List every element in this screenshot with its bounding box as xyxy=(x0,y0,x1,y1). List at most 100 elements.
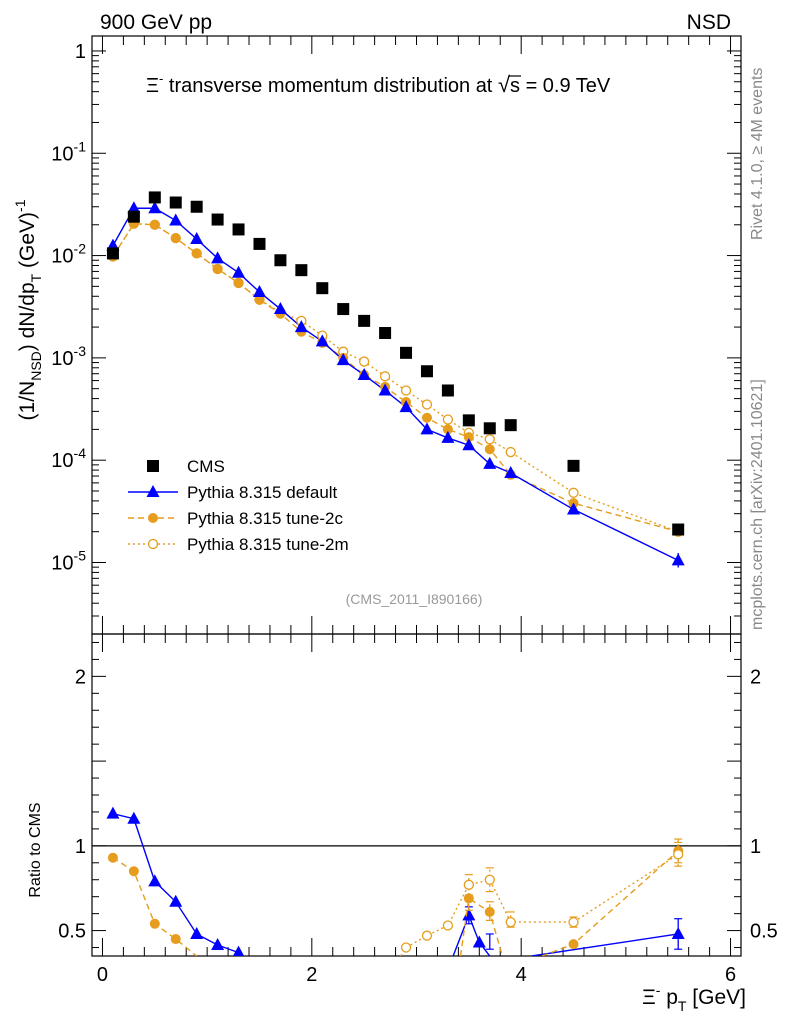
data-point-tune2m xyxy=(421,399,433,410)
plot-title: Ξ- transverse momentum distribution at √… xyxy=(146,71,611,97)
data-point-default xyxy=(483,456,497,469)
y-label-part: -1 xyxy=(12,199,28,212)
ratio-line-default xyxy=(531,933,679,956)
ratio-point-tune2c xyxy=(463,893,474,904)
ratio-point-tune2c xyxy=(568,939,579,950)
data-point-tune2m xyxy=(568,487,579,498)
y-tick-label: 10-3 xyxy=(51,343,86,370)
data-point-cms xyxy=(379,327,392,340)
ratio-y-tick-label-right: 0.5 xyxy=(750,921,778,943)
analysis-id: (CMS_2011_I890166) xyxy=(346,591,483,607)
data-point-cms xyxy=(420,365,433,378)
ratio-point-tune2m xyxy=(484,874,495,885)
y-label-part: ) dN/dp xyxy=(16,282,39,351)
y-tick-mantissa: 10 xyxy=(51,348,73,370)
y-tick-exponent: -2 xyxy=(74,241,87,257)
y-label-part: (GeV) xyxy=(16,212,39,274)
data-point-cms xyxy=(169,196,182,209)
y-tick-exponent: -3 xyxy=(74,343,87,359)
y-tick-mantissa: 10 xyxy=(51,143,73,165)
data-point-default xyxy=(148,201,162,214)
ratio-point-tune2m xyxy=(568,916,579,928)
ratio-point-tune2m xyxy=(421,930,433,941)
data-point-cms xyxy=(127,210,140,223)
y-tick-mantissa: 1 xyxy=(75,41,86,63)
x-label-part: [GeV] xyxy=(686,986,746,1009)
data-point-default xyxy=(567,502,581,515)
data-point-tune2m xyxy=(442,414,454,425)
series-line-tune2c xyxy=(112,222,679,533)
ratio-y-axis-label: Ratio to CMS xyxy=(27,802,44,897)
data-point-cms xyxy=(337,303,350,316)
data-point-tune2c xyxy=(191,248,202,259)
ratio-line-default xyxy=(452,913,491,956)
legend-marker-tune2m xyxy=(147,538,159,550)
ratio-point-tune2m xyxy=(442,920,454,931)
x-label-part: Ξ xyxy=(642,986,656,1009)
main-panel: 110-110-210-310-410-5 xyxy=(51,35,742,635)
data-point-tune2c xyxy=(484,444,495,455)
data-point-tune2c xyxy=(421,412,432,423)
ratio-point-default xyxy=(462,908,476,921)
y-tick-mantissa: 10 xyxy=(51,552,73,574)
legend-label-tune2c: Pythia 8.315 tune-2c xyxy=(187,509,343,528)
data-point-default xyxy=(190,232,204,245)
data-point-default xyxy=(127,201,141,214)
data-point-cms xyxy=(358,314,371,327)
ratio-point-tune2m xyxy=(505,916,516,928)
ratio-point-default xyxy=(211,937,225,950)
data-point-default xyxy=(169,213,183,226)
data-point-default xyxy=(273,302,287,315)
data-point-tune2m xyxy=(400,385,412,396)
legend-marker-cms xyxy=(147,460,159,472)
data-point-tune2c xyxy=(212,263,223,274)
data-point-tune2m xyxy=(379,371,391,382)
x-tick-label: 0 xyxy=(97,964,108,986)
y-tick-label: 10-2 xyxy=(51,241,86,268)
data-point-cms xyxy=(316,282,329,295)
data-point-default xyxy=(252,285,266,298)
data-point-default xyxy=(671,553,685,566)
ratio-point-default xyxy=(127,811,141,824)
data-point-tune2m xyxy=(484,434,495,445)
x-label-part: T xyxy=(678,998,687,1014)
legend-label-tune2m: Pythia 8.315 tune-2m xyxy=(187,535,349,554)
ratio-point-tune2c xyxy=(128,866,139,877)
legend-label-default: Pythia 8.315 default xyxy=(187,483,338,502)
y-tick-exponent: -4 xyxy=(74,445,87,461)
ratio-plot-area xyxy=(106,806,685,956)
y-tick-exponent: -1 xyxy=(74,138,87,154)
y-label-part: NSD xyxy=(28,351,44,381)
side-label-rivet: Rivet 4.1.0, ≥ 4M events xyxy=(749,68,766,240)
data-point-default xyxy=(420,422,434,435)
data-point-cms xyxy=(567,459,580,472)
ratio-y-tick-label: 1 xyxy=(75,836,86,858)
data-point-tune2c xyxy=(170,233,181,244)
y-tick-label: 10-1 xyxy=(51,138,86,165)
ratio-y-tick-label: 0.5 xyxy=(58,921,86,943)
x-label-part: p xyxy=(660,986,678,1009)
ratio-point-tune2c xyxy=(484,906,495,917)
ratio-line-tune2c xyxy=(459,897,504,956)
data-point-default xyxy=(211,251,225,264)
x-tick-label: 6 xyxy=(725,964,736,986)
data-point-cms xyxy=(253,237,266,250)
ratio-point-tune2m xyxy=(400,942,412,953)
y-label-part: T xyxy=(28,273,44,282)
legend-marker-default xyxy=(146,485,160,497)
ratio-point-tune2c xyxy=(107,852,118,863)
data-point-tune2c xyxy=(442,424,453,435)
sqrt-symbol: √ xyxy=(498,72,511,97)
series-line-default xyxy=(112,207,679,561)
data-point-cms xyxy=(148,191,161,204)
data-point-tune2c xyxy=(463,432,474,443)
data-point-tune2c xyxy=(149,219,160,230)
data-point-default xyxy=(378,383,392,396)
x-label-part: - xyxy=(656,982,661,998)
header-left-label: 900 GeV pp xyxy=(100,11,212,34)
ratio-point-tune2m xyxy=(673,849,684,860)
ratio-point-default xyxy=(148,874,162,887)
data-point-default xyxy=(441,430,455,443)
data-point-default xyxy=(462,438,476,451)
